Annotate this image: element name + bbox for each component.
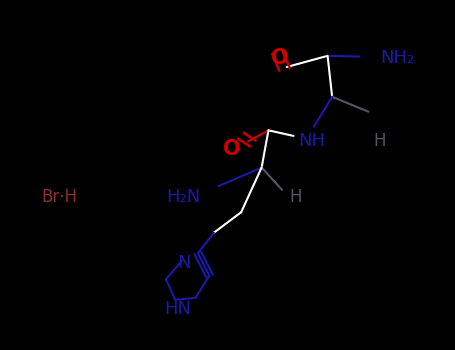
Text: NH₂: NH₂ <box>380 49 414 67</box>
Text: NH: NH <box>298 133 325 150</box>
Text: HN: HN <box>164 300 191 318</box>
Text: H₂N: H₂N <box>166 188 200 206</box>
Text: O: O <box>223 139 241 159</box>
Text: H: H <box>289 188 301 206</box>
Text: Br·H: Br·H <box>41 188 77 206</box>
Text: N: N <box>177 253 191 272</box>
Text: O: O <box>271 48 288 68</box>
Text: H: H <box>373 133 385 150</box>
